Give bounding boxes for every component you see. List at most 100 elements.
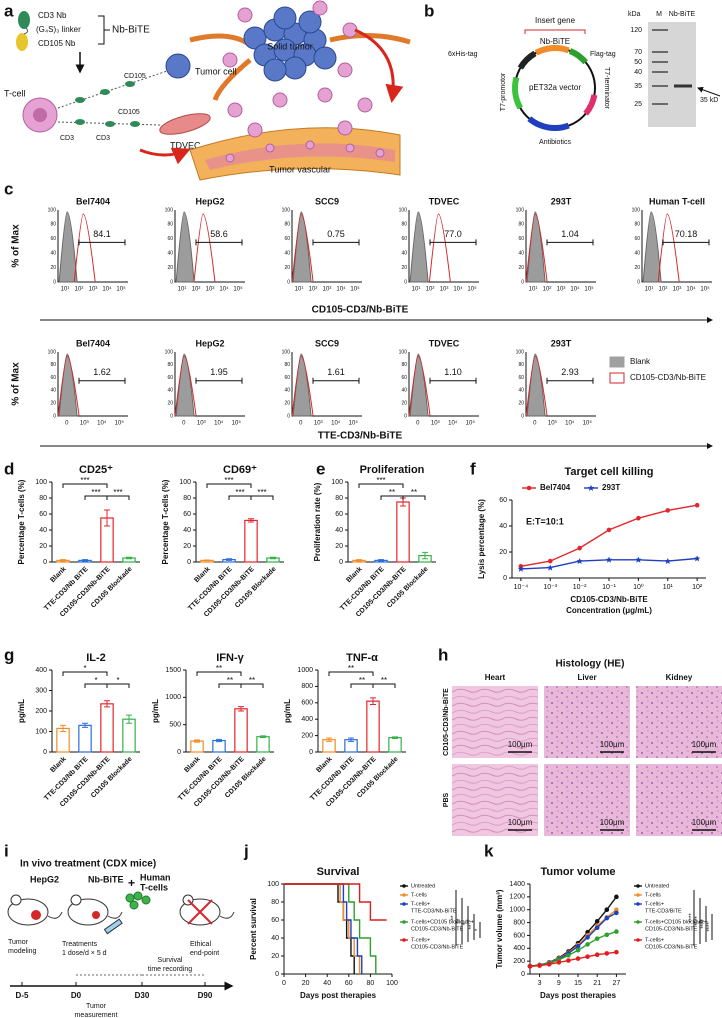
point	[556, 960, 562, 965]
bar	[234, 708, 248, 753]
x-tick-label: 10⁵	[466, 420, 476, 427]
panel-label: i	[4, 841, 9, 860]
x-tick-label: 10⁵	[350, 286, 360, 293]
y-axis-label: % of Max	[11, 224, 22, 268]
x-tick-label: 10¹	[663, 584, 674, 591]
hist-axis	[291, 352, 362, 417]
hist-title: TDVEC	[429, 196, 460, 206]
legend-label: TTE-CD3/BiTE	[645, 908, 682, 914]
label: kDa	[628, 11, 641, 18]
gate	[195, 239, 243, 246]
x-tick-label: 10⁴	[565, 420, 575, 427]
t-cell-icon	[129, 900, 139, 910]
y-tick-label: 80	[401, 222, 407, 228]
y-tick-label: 100	[399, 207, 408, 213]
bar	[122, 718, 136, 753]
legend-label: T-cells+	[411, 937, 430, 943]
tumor-cell	[243, 26, 267, 50]
marker-label: 120	[630, 27, 642, 34]
x-tick-label: 10⁴	[453, 286, 463, 293]
gel	[648, 22, 696, 127]
timeline-label: D90	[198, 991, 213, 1000]
mouse-tail	[219, 911, 235, 919]
significance-bracket	[250, 495, 274, 500]
hist-axis	[174, 210, 245, 283]
y-tick-label: 0	[404, 413, 407, 419]
x-tick-label: 10¹	[645, 287, 654, 293]
error-bar	[226, 558, 232, 561]
significance-label: **	[348, 664, 354, 673]
x-tick-label: 10²	[426, 287, 435, 293]
y-tick-label: 0	[170, 279, 173, 285]
y-tick-label: 20	[284, 265, 290, 271]
y-tick-label: 400	[301, 716, 313, 723]
chart-title: TNF-α	[346, 652, 378, 664]
x-tick-label: 10²	[543, 287, 552, 293]
x-tick-label: 10⁻²	[573, 584, 587, 591]
x-tick-label: Blank	[49, 756, 68, 775]
chart-title: Survival	[317, 866, 360, 878]
mouse-tail	[107, 911, 123, 919]
bite	[105, 121, 115, 127]
point	[575, 956, 581, 961]
x-tick-label: 0	[65, 421, 69, 427]
x-tick-label: 10²	[692, 584, 703, 591]
point	[604, 932, 610, 938]
gate	[78, 239, 126, 246]
significance-bracket	[196, 671, 242, 676]
x-tick-label: 10⁴	[219, 286, 229, 293]
y-axis-label: Lysis percentage (%)	[477, 499, 486, 579]
chart-title: CD25⁺	[79, 464, 113, 476]
linker	[23, 27, 29, 35]
t-cell-small	[342, 22, 358, 38]
legend-swatch	[609, 372, 625, 384]
y-tick-label: 80	[183, 495, 191, 502]
x-tick-label: 10⁰	[633, 583, 644, 591]
x-tick-label: 10⁵	[583, 420, 593, 427]
t-cell-small	[222, 52, 238, 68]
y-tick-label: 0	[187, 559, 191, 566]
x-tick-label: 10⁵	[467, 286, 477, 293]
y-tick-label: 0	[521, 279, 524, 285]
panel-label: k	[484, 841, 494, 860]
tumor-cell	[313, 46, 337, 70]
gate-value: 70.18	[675, 229, 698, 239]
y-tick-label: 60	[284, 236, 290, 242]
column-label: Liver	[577, 673, 596, 682]
significance-label: **	[389, 488, 395, 497]
y-tick-label: 40	[284, 251, 290, 257]
error-bar	[326, 737, 332, 742]
gate	[78, 377, 126, 384]
point	[635, 556, 642, 563]
significance-label: **	[249, 676, 255, 685]
point	[614, 894, 619, 900]
y-tick-label: 0	[404, 279, 407, 285]
axis-label: CD105-CD3/Nb-BiTE	[312, 305, 409, 316]
x-tick-label: 10³	[323, 287, 332, 293]
y-tick-label: 40	[634, 251, 640, 257]
gate-value: 2.93	[561, 367, 579, 377]
x-tick-label: 80	[367, 980, 375, 987]
bite	[125, 81, 135, 87]
tdvec	[159, 113, 211, 135]
panel-label: d	[4, 459, 14, 478]
tumor-cell	[298, 10, 322, 34]
point	[614, 929, 619, 934]
hist-sample	[525, 355, 548, 417]
legend-marker	[402, 920, 406, 924]
y-tick-label: 60	[634, 236, 640, 242]
legend-marker	[402, 884, 406, 888]
y-tick-label: 200	[513, 958, 525, 965]
marker-label: 35	[634, 83, 642, 90]
y-tick-label: 40	[183, 527, 191, 534]
y-tick-label: 0	[43, 559, 47, 566]
plasmid-segment	[512, 76, 524, 110]
x-tick-label: 10⁴	[570, 286, 580, 293]
x-tick-label: 10³	[89, 287, 98, 293]
y-tick-label: 40	[50, 251, 56, 257]
error-bar	[60, 559, 66, 562]
bar	[396, 501, 410, 563]
point	[594, 952, 600, 958]
y-tick-label: 40	[518, 388, 524, 394]
x-tick-label: 10⁻⁴	[514, 584, 529, 591]
